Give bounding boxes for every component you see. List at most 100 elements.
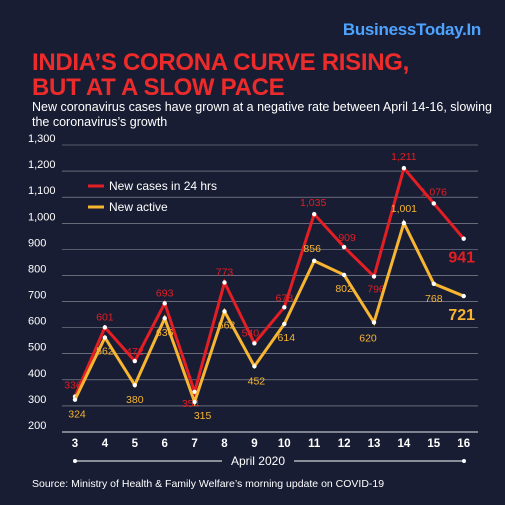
source-note: Source: Ministry of Health & Family Welf… — [32, 478, 385, 490]
data-label: 620 — [359, 332, 377, 344]
data-label: 315 — [194, 410, 212, 422]
data-label: 1,035 — [300, 197, 326, 209]
x-tick-label: 15 — [427, 438, 440, 450]
data-point — [102, 325, 108, 330]
data-label: 614 — [278, 332, 296, 344]
y-tick-label: 500 — [28, 342, 46, 354]
data-label: 856 — [303, 243, 321, 255]
series-new-cases: 3366014726933547735406781,0359097961,211… — [64, 151, 475, 410]
data-point — [401, 220, 407, 226]
legend-label: New cases in 24 hrs — [109, 179, 217, 193]
x-axis-label-bg — [222, 452, 294, 470]
data-label: 693 — [156, 287, 174, 299]
x-tick-label: 8 — [221, 438, 228, 450]
data-point — [371, 274, 377, 279]
data-point — [371, 320, 377, 325]
data-point — [162, 301, 167, 306]
series-layer: 3366014726933547735406781,0359097961,211… — [64, 151, 475, 422]
data-label: 1,076 — [421, 186, 447, 198]
x-tick-label: 10 — [278, 438, 291, 450]
y-tick-label: 1,000 — [28, 211, 56, 223]
data-label: 1,211 — [391, 151, 417, 163]
series-line — [73, 218, 465, 407]
data-point — [282, 305, 287, 310]
data-label: 678 — [276, 292, 294, 304]
data-point — [222, 280, 227, 285]
data-label: 802 — [335, 283, 353, 295]
data-label: 1,001 — [391, 203, 417, 215]
data-point — [401, 166, 407, 171]
data-point — [461, 293, 466, 299]
data-label: 452 — [248, 375, 266, 387]
y-tick-label: 1,200 — [28, 159, 56, 171]
y-tick-label: 600 — [28, 316, 46, 328]
data-label: 768 — [425, 293, 443, 305]
grid-lines — [62, 144, 478, 433]
chart-title: INDIA’S CORONA CURVE RISING, BUT AT A SL… — [32, 50, 409, 100]
x-axis-ticks: 3 4 5 6 7 8 9 10 11 12 13 14 15 16 — [72, 438, 470, 450]
x-tick-label: 13 — [368, 438, 381, 450]
x-tick-label: 9 — [251, 438, 257, 450]
data-point — [431, 201, 436, 206]
data-point — [312, 258, 317, 264]
data-label: 636 — [156, 327, 174, 339]
data-label: 601 — [96, 311, 114, 323]
legend: New cases in 24 hrs New active — [88, 179, 217, 214]
x-tick-label: 12 — [338, 438, 351, 450]
legend-label: New active — [109, 200, 168, 214]
y-axis-ticks: 200 300 400 500 600 700 800 900 1,000 1,100 1,200 1… — [28, 133, 56, 432]
data-point — [72, 397, 78, 402]
data-label: 336 — [64, 380, 82, 392]
y-tick-label: 400 — [28, 368, 46, 380]
data-label: 941 — [448, 250, 475, 267]
x-tick-label: 4 — [102, 438, 109, 450]
x-axis-label: April 2020 — [231, 454, 285, 468]
data-label: 324 — [68, 409, 86, 421]
data-point — [341, 272, 347, 278]
y-tick-label: 300 — [28, 394, 46, 406]
x-tick-label: 7 — [191, 438, 197, 450]
x-tick-label: 11 — [308, 438, 321, 450]
y-tick-label: 800 — [28, 263, 46, 275]
y-tick-label: 200 — [28, 420, 46, 432]
data-label: 721 — [448, 307, 475, 324]
data-point — [162, 316, 167, 321]
y-tick-label: 1,300 — [28, 133, 56, 145]
x-tick-label: 14 — [398, 438, 411, 450]
series-line — [73, 165, 465, 398]
x-tick-label: 16 — [457, 438, 470, 450]
title-line-2: BUT AT A SLOW PACE — [32, 74, 285, 101]
brand-logo: BusinessToday.In — [342, 20, 481, 39]
series-new-active: 324 562 380 636 315 662 452 614 856 802 620 1,001 76… — [68, 203, 475, 422]
data-point — [222, 309, 227, 314]
x-tick-label: 5 — [132, 438, 139, 450]
data-point — [312, 211, 317, 217]
data-label: 380 — [126, 394, 144, 406]
y-tick-label: 900 — [28, 237, 46, 249]
data-point — [102, 335, 108, 340]
data-point — [252, 364, 257, 369]
data-label: 662 — [218, 319, 236, 331]
data-point — [341, 244, 347, 250]
x-axis-bracket-right-dot — [462, 459, 466, 463]
x-axis-label-group: April 2020 — [73, 452, 466, 470]
data-label: 773 — [216, 266, 234, 278]
data-point — [192, 399, 197, 405]
x-tick-label: 6 — [161, 438, 167, 450]
data-label: 909 — [338, 232, 356, 244]
x-tick-label: 3 — [72, 438, 78, 450]
x-axis-bracket-left-dot — [73, 459, 77, 463]
data-label: 540 — [242, 327, 260, 339]
y-tick-label: 1,100 — [28, 185, 56, 197]
data-point — [431, 281, 436, 287]
data-label: 796 — [367, 283, 385, 295]
chart-subtitle: New coronavirus cases have grown at a ne… — [32, 100, 492, 129]
data-label: 472 — [126, 346, 144, 358]
title-line-1: INDIA’S CORONA CURVE RISING, — [32, 49, 409, 76]
y-tick-label: 700 — [28, 290, 46, 302]
data-label: 562 — [96, 346, 114, 358]
data-point — [461, 236, 466, 241]
data-point — [282, 321, 287, 327]
data-point — [252, 341, 257, 346]
